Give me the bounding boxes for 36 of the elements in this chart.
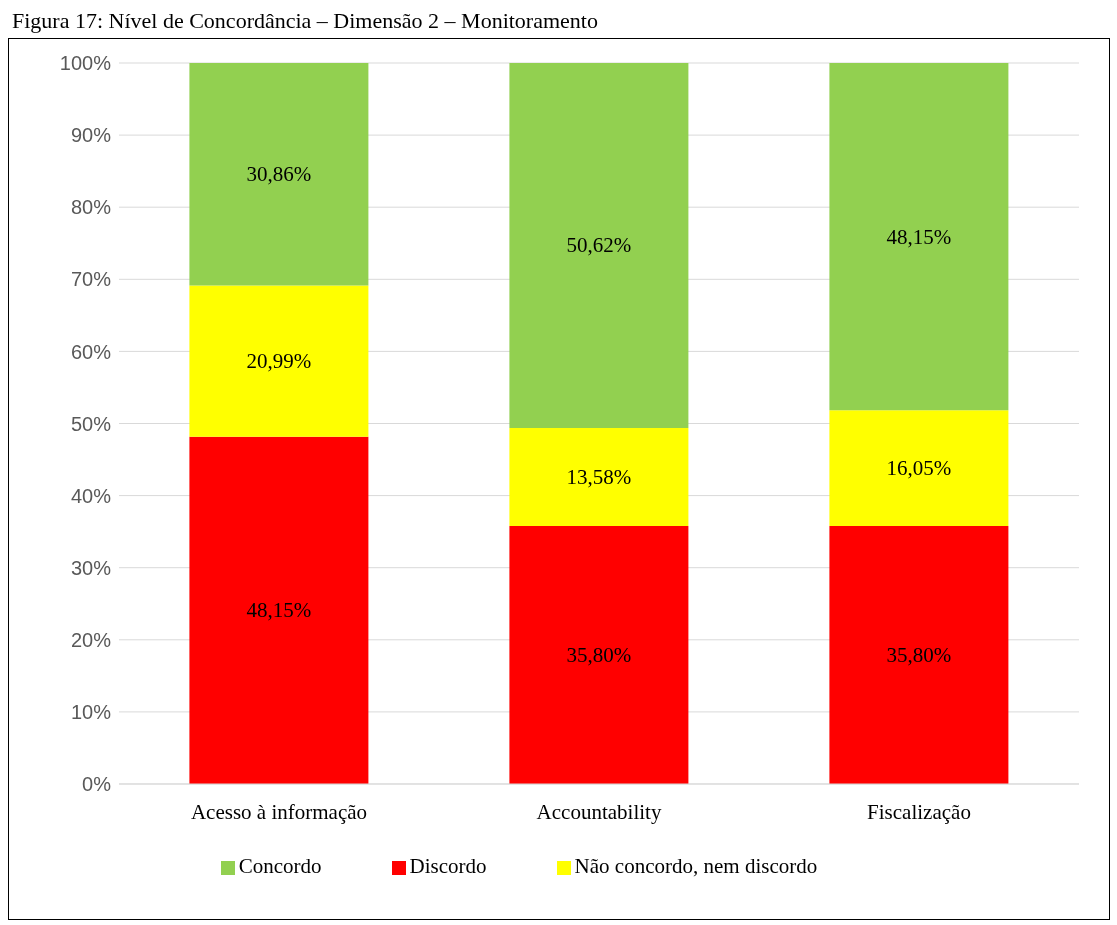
data-label: 35,80% [886,642,952,667]
y-tick-label: 30% [70,556,112,579]
x-tick-label: Fiscalização [867,799,971,824]
y-tick-label: 40% [70,484,112,507]
legend-label: Não concordo, nem discordo [574,854,818,878]
y-tick-label: 70% [70,268,112,291]
y-tick-label: 0% [82,773,112,796]
chart-title: Figura 17: Nível de Concordância – Dimensão 2 – Monitoramento [11,8,599,35]
data-label: 48,15% [246,598,312,623]
bar [509,427,689,526]
bar [189,285,369,437]
data-label: 50,62% [566,233,632,258]
y-tick-label: 100% [59,52,112,75]
bar [189,63,369,286]
data-label: 48,15% [886,224,952,249]
bar [829,63,1009,411]
legend-label: Discordo [409,854,487,878]
data-label: 20,99% [246,349,312,374]
y-tick-label: 20% [70,628,112,651]
bar [509,63,689,428]
x-tick-label: Accountability [536,799,662,824]
data-label: 35,80% [566,642,632,667]
bar [189,436,369,784]
data-label: 16,05% [886,456,952,481]
legend-label: Concordo [238,854,322,878]
data-label: 13,58% [566,464,632,489]
y-tick-label: 90% [70,124,112,147]
x-tick-label: Acesso à informação [190,799,368,824]
bar [829,525,1009,784]
y-tick-label: 50% [70,412,112,435]
y-tick-label: 60% [70,340,112,363]
data-label: 30,86% [246,162,312,187]
bar [829,410,1009,526]
y-tick-label: 10% [70,701,112,723]
y-tick-label: 80% [70,196,112,219]
bar [509,525,689,784]
